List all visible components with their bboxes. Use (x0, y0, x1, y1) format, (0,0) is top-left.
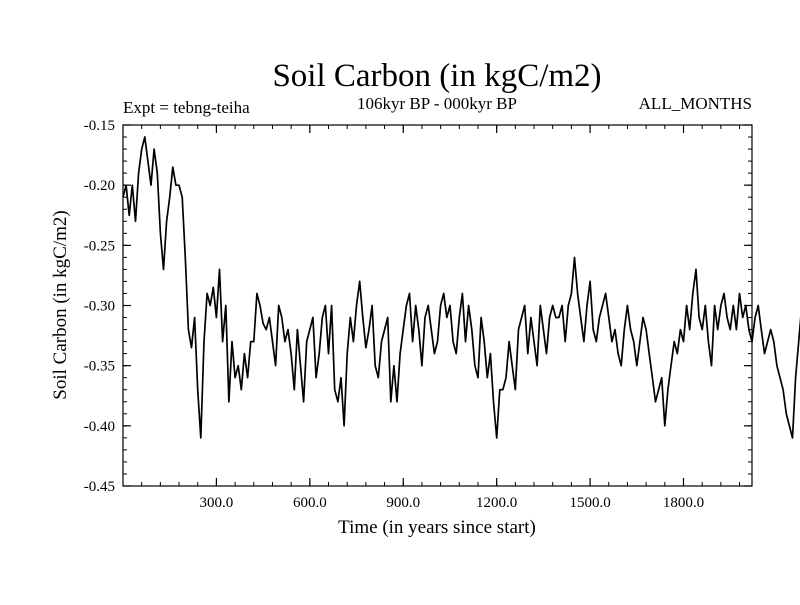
y-axis-label: Soil Carbon (in kgC/m2) (50, 210, 71, 399)
x-tick-label: 1800.0 (663, 495, 704, 511)
y-tick-label: -0.30 (84, 299, 115, 315)
plot-area: 300.0 600.0 900.0 1200.0 1500.0 1800.0 -0.15 -0… (84, 118, 800, 511)
y-tick-label: -0.45 (84, 479, 115, 495)
y-tick-label: -0.15 (84, 118, 115, 134)
y-tick-label: -0.25 (84, 238, 115, 254)
y-tick-label: -0.40 (84, 419, 115, 435)
x-tick-label: 1500.0 (569, 495, 610, 511)
y-tick-label: -0.20 (84, 178, 115, 194)
time-range-label: 106kyr BP - 000kyr BP (357, 94, 517, 113)
x-tick-label: 1200.0 (476, 495, 517, 511)
x-tick-label: 900.0 (386, 495, 420, 511)
x-tick-label: 600.0 (293, 495, 327, 511)
series-line-0 (122, 136, 800, 439)
chart-title: Soil Carbon (in kgC/m2) (272, 58, 601, 94)
x-tick-label: 300.0 (200, 495, 234, 511)
months-label: ALL_MONTHS (639, 94, 752, 113)
y-tick-label: -0.35 (84, 359, 115, 375)
x-axis-label: Time (in years since start) (338, 517, 536, 538)
experiment-label: Expt = tebng-teiha (123, 98, 250, 117)
